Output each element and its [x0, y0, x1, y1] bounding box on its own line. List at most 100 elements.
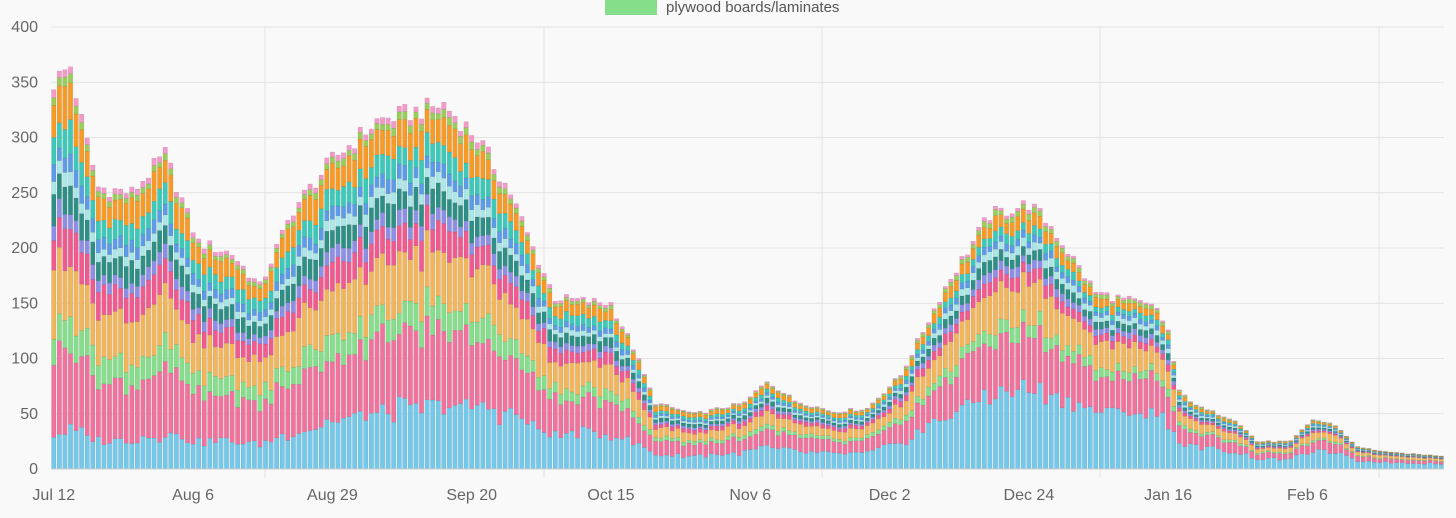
bar-segment[interactable] — [948, 418, 954, 470]
bar-segment[interactable] — [825, 435, 831, 440]
bar-segment[interactable] — [1338, 452, 1344, 470]
bar-stack[interactable] — [1438, 455, 1444, 470]
bar-segment[interactable] — [179, 197, 185, 204]
bar-segment[interactable] — [714, 454, 720, 470]
bar-stack[interactable] — [658, 403, 664, 470]
bar-segment[interactable] — [814, 438, 820, 453]
bar-segment[interactable] — [552, 361, 558, 383]
bar-segment[interactable] — [235, 357, 241, 391]
bar-segment[interactable] — [1182, 412, 1188, 417]
bar-segment[interactable] — [859, 419, 865, 422]
bar-segment[interactable] — [207, 371, 213, 392]
bar-segment[interactable] — [391, 264, 397, 320]
bar-segment[interactable] — [937, 347, 943, 356]
bar-segment[interactable] — [224, 376, 229, 396]
bar-segment[interactable] — [1082, 329, 1088, 358]
bar-segment[interactable] — [1009, 342, 1015, 397]
bar-segment[interactable] — [469, 209, 475, 222]
bar-segment[interactable] — [625, 436, 631, 470]
bar-segment[interactable] — [1076, 265, 1082, 269]
bar-segment[interactable] — [881, 396, 887, 400]
bar-segment[interactable] — [898, 397, 904, 402]
bar-segment[interactable] — [201, 445, 207, 470]
bar-segment[interactable] — [257, 320, 263, 327]
bar-segment[interactable] — [1199, 407, 1205, 410]
bar-segment[interactable] — [647, 429, 653, 436]
bar-segment[interactable] — [296, 265, 302, 287]
bar-segment[interactable] — [1093, 297, 1099, 308]
bar-segment[interactable] — [313, 259, 319, 281]
bar-segment[interactable] — [446, 231, 452, 263]
bar-segment[interactable] — [1126, 295, 1132, 299]
bar-segment[interactable] — [502, 292, 508, 342]
bar-segment[interactable] — [864, 409, 870, 413]
bar-segment[interactable] — [335, 167, 341, 191]
bar-segment[interactable] — [1043, 285, 1049, 299]
bar-segment[interactable] — [413, 245, 419, 304]
bar-segment[interactable] — [1143, 343, 1149, 352]
bar-segment[interactable] — [1377, 455, 1383, 459]
bar-segment[interactable] — [708, 423, 714, 427]
bar-segment[interactable] — [1048, 226, 1054, 230]
bar-segment[interactable] — [998, 280, 1004, 320]
bar-segment[interactable] — [313, 224, 319, 245]
bar-segment[interactable] — [1087, 311, 1093, 320]
bar-segment[interactable] — [725, 453, 731, 470]
bar-segment[interactable] — [641, 409, 647, 426]
bar-segment[interactable] — [140, 314, 146, 357]
bar-segment[interactable] — [920, 333, 926, 338]
bar-segment[interactable] — [146, 183, 151, 190]
bar-segment[interactable] — [608, 309, 614, 321]
bar-segment[interactable] — [1338, 431, 1344, 433]
bar-segment[interactable] — [307, 430, 313, 470]
bar-segment[interactable] — [268, 441, 274, 470]
bar-segment[interactable] — [1271, 451, 1277, 454]
bar-segment[interactable] — [56, 85, 62, 124]
bar-segment[interactable] — [759, 388, 764, 396]
bar-segment[interactable] — [775, 390, 781, 392]
bar-segment[interactable] — [909, 356, 915, 360]
bar-segment[interactable] — [73, 105, 79, 115]
bar-segment[interactable] — [1188, 407, 1193, 410]
bar-segment[interactable] — [993, 215, 998, 232]
bar-segment[interactable] — [1349, 444, 1355, 446]
bar-segment[interactable] — [536, 285, 541, 299]
bar-segment[interactable] — [959, 346, 965, 359]
bar-segment[interactable] — [1388, 462, 1394, 470]
bar-segment[interactable] — [218, 323, 224, 333]
bar-stack[interactable] — [541, 273, 547, 470]
bar-segment[interactable] — [1338, 442, 1344, 445]
bar-segment[interactable] — [196, 385, 202, 439]
bar-segment[interactable] — [848, 428, 854, 438]
bar-segment[interactable] — [313, 349, 319, 367]
bar-segment[interactable] — [196, 263, 202, 280]
bar-stack[interactable] — [513, 203, 519, 470]
bar-segment[interactable] — [630, 417, 636, 446]
bar-segment[interactable] — [363, 134, 369, 141]
bar-segment[interactable] — [864, 438, 870, 452]
bar-segment[interactable] — [1238, 428, 1244, 431]
bar-segment[interactable] — [814, 408, 820, 412]
bar-segment[interactable] — [825, 420, 831, 424]
bar-segment[interactable] — [809, 418, 815, 422]
bar-segment[interactable] — [747, 418, 753, 423]
bar-segment[interactable] — [876, 399, 881, 404]
bar-segment[interactable] — [341, 261, 346, 289]
bar-segment[interactable] — [686, 417, 692, 421]
bar-segment[interactable] — [1305, 445, 1310, 455]
bar-segment[interactable] — [981, 217, 987, 222]
bar-segment[interactable] — [759, 386, 764, 390]
bar-segment[interactable] — [313, 187, 319, 194]
bar-segment[interactable] — [881, 406, 887, 411]
bar-segment[interactable] — [424, 176, 430, 195]
bar-segment[interactable] — [753, 408, 759, 413]
bar-segment[interactable] — [407, 120, 413, 126]
bar-segment[interactable] — [625, 345, 631, 351]
bar-segment[interactable] — [1344, 449, 1349, 456]
bar-segment[interactable] — [803, 437, 809, 454]
bar-segment[interactable] — [580, 299, 586, 303]
bar-segment[interactable] — [352, 332, 358, 355]
bar-segment[interactable] — [942, 420, 948, 470]
bar-segment[interactable] — [703, 441, 709, 445]
bar-segment[interactable] — [636, 377, 642, 382]
